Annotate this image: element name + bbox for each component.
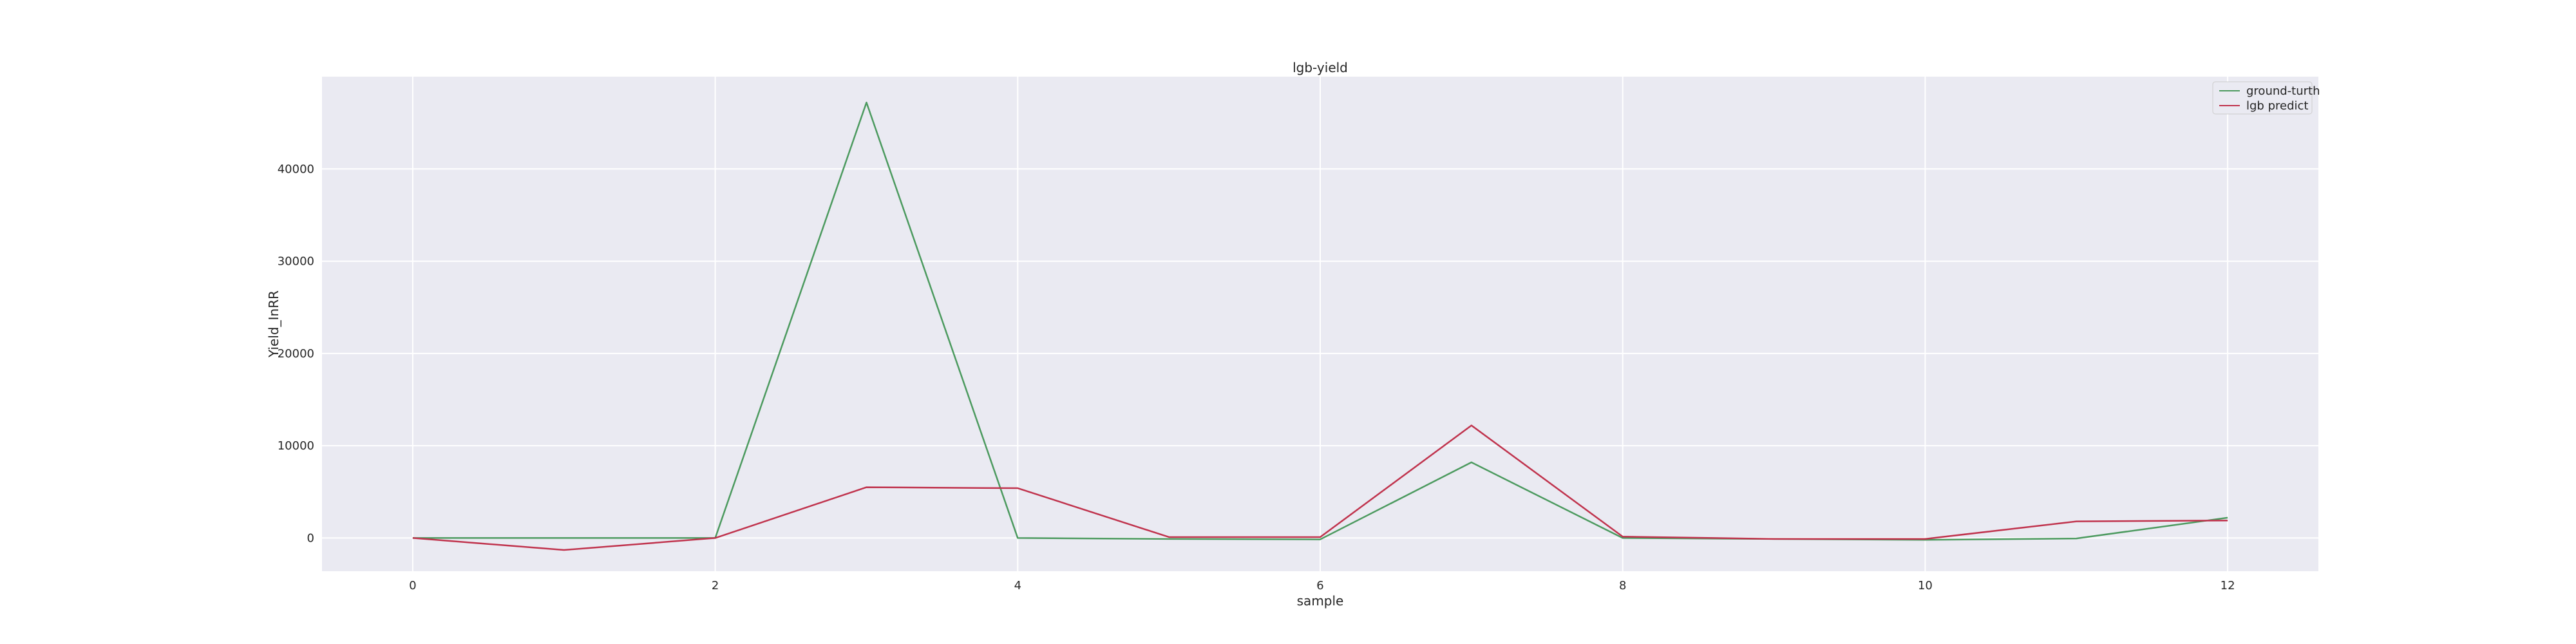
series-lines [412,101,2228,551]
series-line-lgb-predict [412,424,2228,551]
x-tick-label: 8 [1619,579,1626,592]
legend-label-ground-turth: ground-turth [2246,84,2320,98]
x-tick-label: 12 [2221,579,2235,592]
legend-label-lgb-predict: lgb predict [2246,99,2308,113]
y-tick-label: 20000 [278,347,314,361]
y-tick-label: 40000 [278,162,314,176]
x-tick-label: 2 [712,579,719,592]
y-axis-label: Yield_InRR [266,290,281,358]
x-axis-label: sample [1297,593,1344,609]
y-tick-label: 30000 [278,255,314,269]
x-tick-label: 10 [1918,579,1933,592]
x-tick-label: 6 [1316,579,1323,592]
y-tick-label: 10000 [278,439,314,453]
chart-title: lgb-yield [1293,60,1348,75]
x-axis-ticks: 0 2 4 6 8 10 12 [409,579,2235,592]
y-tick-label: 0 [307,531,314,545]
y-axis-ticks: 0 10000 20000 30000 40000 [278,162,314,545]
x-tick-label: 0 [409,579,416,592]
x-tick-label: 4 [1014,579,1021,592]
legend: ground-turth lgb predict [2212,81,2320,115]
